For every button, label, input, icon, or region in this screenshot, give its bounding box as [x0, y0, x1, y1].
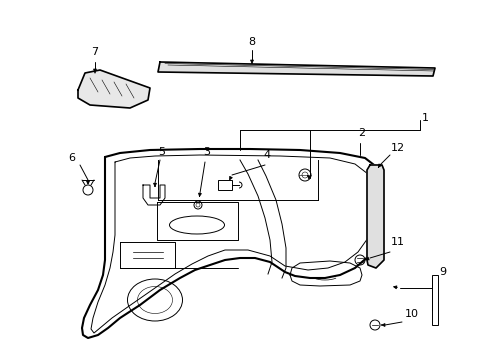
Text: 10: 10	[404, 309, 418, 319]
Text: 9: 9	[439, 267, 446, 277]
Polygon shape	[366, 165, 383, 268]
Text: 4: 4	[263, 150, 270, 160]
Text: 7: 7	[91, 47, 99, 57]
Bar	[431, 275, 437, 325]
Polygon shape	[78, 70, 150, 108]
Text: 6: 6	[68, 153, 75, 163]
Text: 2: 2	[358, 128, 365, 138]
Text: 3: 3	[203, 147, 210, 157]
Text: 12: 12	[390, 143, 404, 153]
Text: 1: 1	[421, 113, 427, 123]
Polygon shape	[158, 62, 434, 76]
Bar	[218, 180, 231, 190]
Text: 8: 8	[248, 37, 255, 47]
Text: 11: 11	[390, 237, 404, 247]
Text: 5: 5	[158, 147, 165, 157]
